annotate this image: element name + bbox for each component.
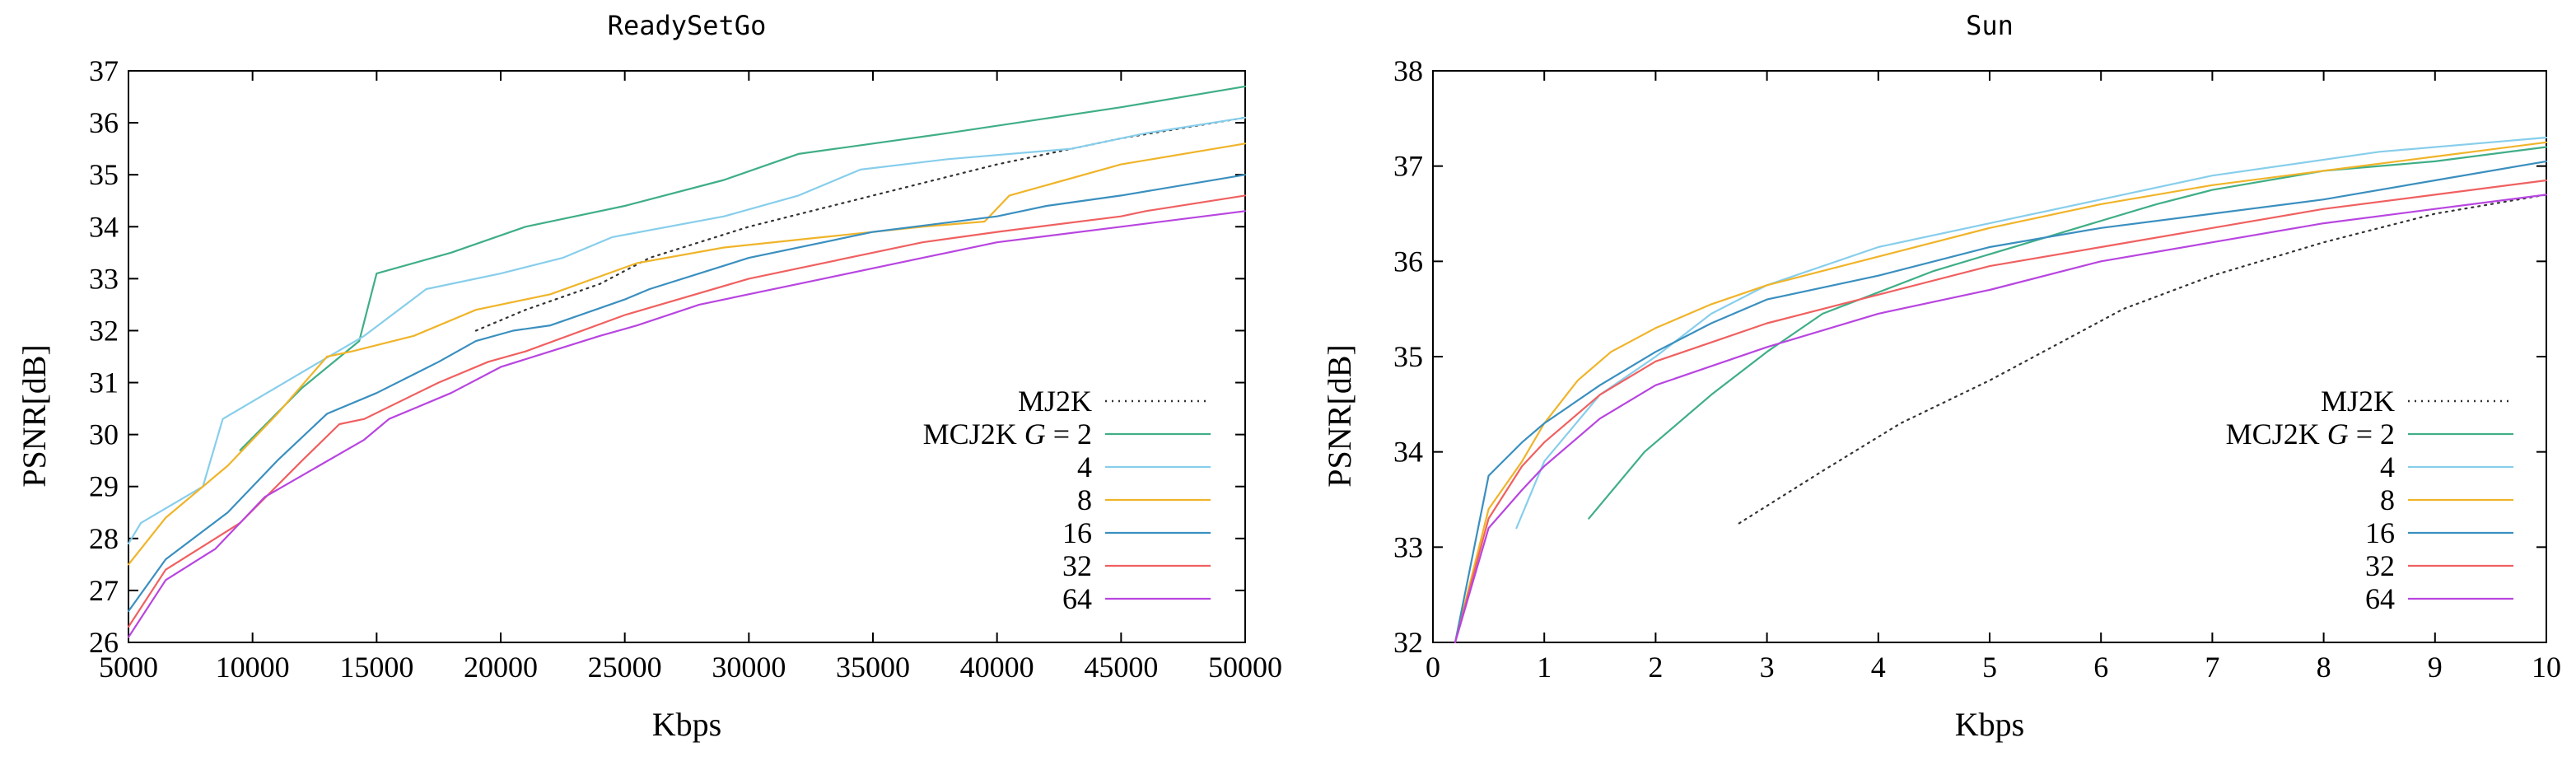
- chart-title: Sun: [1966, 10, 2014, 41]
- chart-title: ReadySetGo: [608, 10, 767, 41]
- x-tick-label: 50000: [1208, 651, 1282, 684]
- series-line-g2: [1588, 146, 2548, 520]
- legend-item: 64: [2365, 582, 2513, 615]
- y-tick-label: 28: [89, 522, 119, 555]
- series-line-g64: [1454, 194, 2548, 644]
- y-axis-label: PSNR[dB]: [1321, 344, 1358, 487]
- x-tick-label: 6: [2093, 651, 2108, 684]
- y-tick-label: 31: [89, 366, 119, 399]
- legend-label: 4: [1077, 451, 1092, 483]
- y-tick-label: 27: [89, 574, 119, 607]
- series-line-g64: [127, 210, 1247, 638]
- legend-label: 16: [1062, 516, 1092, 549]
- series-line-mj2k: [474, 116, 1247, 332]
- legend-label: MCJ2K G = 2: [2226, 418, 2395, 451]
- plot-frame: [128, 70, 1246, 643]
- legend-item: 64: [1062, 582, 1211, 615]
- x-tick-label: 7: [2205, 651, 2219, 684]
- series-line-g16: [127, 174, 1247, 613]
- x-tick-label: 35000: [836, 651, 910, 684]
- y-tick-label: 33: [89, 262, 119, 295]
- legend-label: 32: [1062, 549, 1092, 582]
- y-axis-label: PSNR[dB]: [16, 344, 53, 487]
- legend-item: MCJ2K G = 2: [2226, 418, 2513, 451]
- y-tick-label: 37: [1393, 150, 1423, 183]
- x-tick-label: 8: [2317, 651, 2331, 684]
- series-line-g4: [1515, 136, 2548, 530]
- y-tick-label: 26: [89, 626, 119, 659]
- legend-label: 32: [2365, 549, 2395, 582]
- legend-item: 8: [2380, 483, 2513, 516]
- x-tick-label: 1: [1537, 651, 1552, 684]
- legend-label: 8: [1077, 483, 1092, 516]
- x-tick-label: 5: [1982, 651, 1997, 684]
- x-tick-label: 4: [1871, 651, 1886, 684]
- y-tick-label: 33: [1393, 530, 1423, 563]
- x-axis-label: Kbps: [1955, 706, 2024, 743]
- plot-area: 5000 10000 15000 20000 25000 30000 35000 40000 4…: [89, 54, 1282, 684]
- x-tick-label: 15000: [339, 651, 413, 684]
- y-tick-label: 34: [89, 210, 119, 243]
- y-tick-label: 37: [89, 54, 119, 87]
- chart-panel-sun: Sun Kbps PSNR[dB] 0 1 2 3 4 5 6 7 8 9 103233343536…: [1321, 10, 2561, 743]
- y-tick-label: 35: [89, 158, 119, 191]
- x-tick-label: 10000: [216, 651, 290, 684]
- legend-label: 64: [2365, 582, 2395, 615]
- legend-label: 16: [2365, 516, 2395, 549]
- x-tick-label: 0: [1426, 651, 1440, 684]
- legend-label: MCJ2K G = 2: [923, 418, 1092, 451]
- series-line-g4: [127, 116, 1247, 545]
- x-tick-label: 2: [1648, 651, 1663, 684]
- series-line-mj2k: [1738, 194, 2548, 525]
- legend-item: 32: [1062, 549, 1211, 582]
- x-tick-label: 5000: [99, 651, 158, 684]
- series-line-g8: [127, 142, 1247, 566]
- series-line-g8: [1454, 141, 2548, 644]
- legend-item: 8: [1077, 483, 1211, 516]
- x-tick-label: 3: [1760, 651, 1775, 684]
- chart-panel-readysetgo: ReadySetGo Kbps PSNR[dB] 5000 10000 15000 2…: [16, 10, 1282, 743]
- x-tick-label: 10: [2532, 651, 2561, 684]
- legend-item: 16: [1062, 516, 1211, 549]
- legend-label: 64: [1062, 582, 1092, 615]
- legend-label: 8: [2380, 483, 2395, 516]
- legend-item: MJ2K: [1018, 385, 1211, 418]
- legend-item: 4: [2380, 451, 2513, 483]
- legend-item: MCJ2K G = 2: [923, 418, 1211, 451]
- x-tick-label: 45000: [1084, 651, 1158, 684]
- y-tick-label: 38: [1393, 54, 1423, 87]
- x-tick-label: 25000: [588, 651, 662, 684]
- y-tick-label: 34: [1393, 436, 1423, 469]
- series-line-g32: [1454, 179, 2548, 644]
- x-tick-label: 20000: [464, 651, 538, 684]
- y-tick-label: 32: [89, 314, 119, 347]
- series-line-g32: [127, 194, 1247, 628]
- legend-item: 16: [2365, 516, 2513, 549]
- legend-item: 32: [2365, 549, 2513, 582]
- series-line-g2: [239, 85, 1247, 451]
- legend-label: 4: [2380, 451, 2395, 483]
- legend-item: 4: [1077, 451, 1211, 483]
- x-tick-label: 30000: [712, 651, 786, 684]
- y-tick-label: 29: [89, 470, 119, 503]
- x-axis-label: Kbps: [652, 706, 721, 743]
- y-tick-label: 35: [1393, 340, 1423, 373]
- y-tick-label: 36: [1393, 245, 1423, 278]
- series-line-g16: [1454, 160, 2548, 644]
- legend-item: MJ2K: [2321, 385, 2513, 418]
- y-tick-label: 30: [89, 418, 119, 451]
- x-tick-label: 40000: [960, 651, 1034, 684]
- legend-label: MJ2K: [1018, 385, 1092, 418]
- x-tick-label: 9: [2428, 651, 2443, 684]
- y-tick-label: 32: [1393, 626, 1423, 659]
- y-tick-label: 36: [89, 106, 119, 139]
- legend-label: MJ2K: [2321, 385, 2395, 418]
